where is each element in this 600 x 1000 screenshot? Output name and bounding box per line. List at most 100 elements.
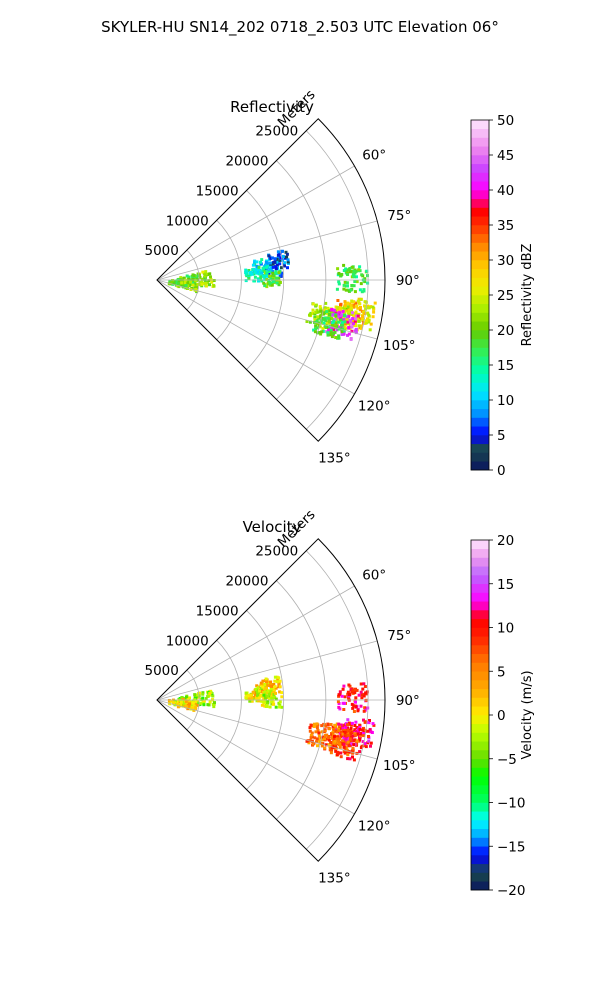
echo-pixel xyxy=(270,281,274,285)
echo-pixel xyxy=(271,686,275,690)
echo-pixel xyxy=(340,273,344,276)
echo-pixel xyxy=(338,306,342,310)
echo-pixel xyxy=(324,724,328,728)
echo-pixel xyxy=(173,699,177,703)
echo-pixel xyxy=(318,740,322,744)
echo-pixel xyxy=(265,265,269,269)
echo-pixel xyxy=(270,283,274,287)
echo-pixel xyxy=(201,270,205,274)
echo-pixel xyxy=(279,256,283,260)
echo-pixel xyxy=(332,319,336,323)
echo-pixel xyxy=(185,705,189,709)
colorbar-segment xyxy=(471,295,489,305)
echo-pixel xyxy=(355,726,359,729)
echo-pixel xyxy=(250,696,254,700)
echo-pixel xyxy=(341,739,344,743)
echo-pixel xyxy=(358,288,362,292)
echo-pixel xyxy=(369,741,373,745)
panel-velocity: Velocity 5000 10000 15000 20000 25000 60° 75° 90… xyxy=(144,507,535,899)
echo-pixel xyxy=(186,284,190,288)
echo-pixel xyxy=(351,272,355,276)
echo-pixel xyxy=(265,703,269,707)
echo-pixel xyxy=(182,702,186,706)
echo-pixel xyxy=(194,288,198,292)
echo-pixel xyxy=(266,282,270,285)
colorbar-label: Velocity (m/s) xyxy=(520,670,535,759)
echo-pixel xyxy=(274,705,278,709)
echo-pixel xyxy=(309,723,313,727)
colorbar-segment xyxy=(471,785,489,795)
echo-pixel xyxy=(340,311,344,315)
echo-pixel xyxy=(308,739,312,743)
echo-pixel xyxy=(340,333,344,336)
echo-pixel xyxy=(338,725,341,729)
colorbar-tick-label: 5 xyxy=(497,428,506,444)
echo-pixel xyxy=(262,269,266,273)
colorbar-segment xyxy=(471,338,489,348)
echo-pixel xyxy=(177,285,181,289)
echo-pixel xyxy=(314,724,318,727)
colorbar-tick-label: 25 xyxy=(497,288,514,304)
echo-pixel xyxy=(364,300,368,304)
echo-pixel xyxy=(359,306,362,309)
echo-pixel xyxy=(272,274,276,278)
echo-pixel xyxy=(311,742,315,746)
echo-pixel xyxy=(307,741,311,745)
echo-pixel xyxy=(367,318,371,322)
echo-pixel xyxy=(357,312,361,316)
echo-pixel xyxy=(265,686,268,690)
range-tick-label: 15000 xyxy=(196,603,239,619)
echo-pixel xyxy=(206,703,210,707)
echo-pixel xyxy=(278,690,282,694)
echo-pixel xyxy=(331,312,335,316)
colorbar-segment xyxy=(471,767,489,777)
echo-pixel xyxy=(256,694,260,698)
echo-pixel xyxy=(349,304,353,307)
echo-pixel xyxy=(329,311,333,315)
echo-pixel xyxy=(351,751,355,755)
echo-pixel xyxy=(351,706,355,710)
echo-pixel xyxy=(286,260,290,264)
echo-pixel xyxy=(367,320,371,324)
echo-pixel xyxy=(358,302,362,306)
echo-pixel xyxy=(210,280,214,284)
echo-pixel xyxy=(259,262,263,266)
echo-pixel xyxy=(346,320,350,324)
echo-pixel xyxy=(361,315,364,318)
echo-pixel xyxy=(333,723,337,727)
colorbar-segment xyxy=(471,653,489,663)
colorbar-tick-label: 35 xyxy=(497,218,514,234)
echo-pixel xyxy=(347,310,350,314)
echo-pixel xyxy=(343,300,347,304)
echo-pixel xyxy=(366,311,370,315)
colorbar-tick-label: −15 xyxy=(497,839,526,855)
echo-pixel xyxy=(358,727,362,731)
echo-pixel xyxy=(350,742,354,746)
echo-pixel xyxy=(323,729,327,733)
echo-pixel xyxy=(259,699,263,703)
echo-pixel xyxy=(275,257,279,261)
azimuth-tick-label: 75° xyxy=(387,208,411,224)
colorbar-segment xyxy=(471,330,489,340)
echo-pixel xyxy=(347,750,351,754)
echo-pixel xyxy=(348,729,352,733)
colorbar-tick-label: −10 xyxy=(497,796,526,812)
echo-pixel xyxy=(350,265,354,269)
echo-pixel xyxy=(342,287,346,291)
echo-pixel xyxy=(204,284,208,288)
echo-pixel xyxy=(258,689,262,693)
echo-pixel xyxy=(252,267,256,271)
echo-pixel xyxy=(264,263,267,267)
colorbar-segment xyxy=(471,837,489,847)
echo-pixel xyxy=(330,335,334,339)
echo-pixel xyxy=(268,274,272,278)
azimuth-spoke xyxy=(156,165,355,281)
echo-pixel xyxy=(355,688,359,692)
echo-pixel xyxy=(366,281,370,285)
echo-pixel xyxy=(280,695,284,699)
colorbar-segment xyxy=(471,461,489,471)
echo-pixel xyxy=(320,730,324,734)
echo-pixel xyxy=(353,271,357,275)
colorbar-tick-label: 10 xyxy=(497,621,514,637)
echo-pixel xyxy=(185,274,189,278)
